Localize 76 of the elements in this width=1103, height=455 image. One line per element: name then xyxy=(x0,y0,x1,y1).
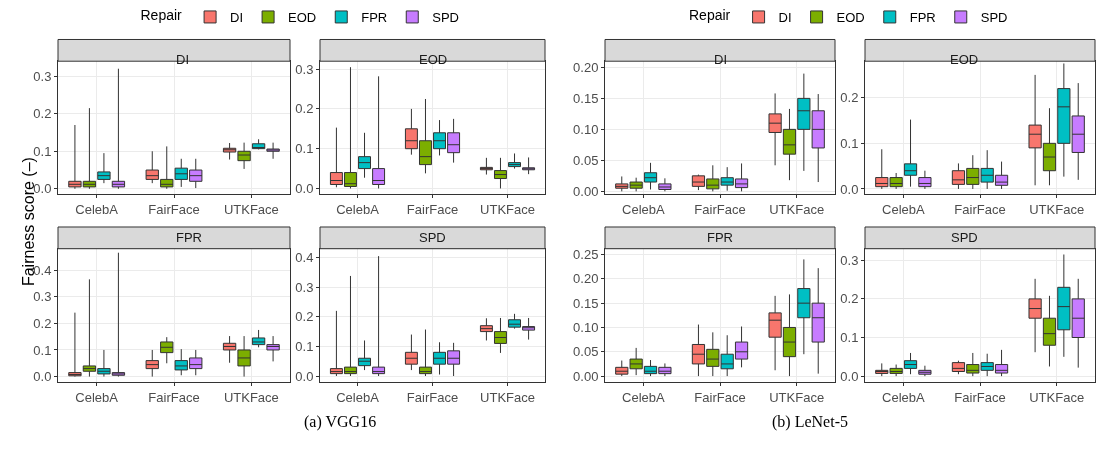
chart-title: FPR xyxy=(176,230,202,245)
x-tick-label: FairFace xyxy=(694,389,746,405)
y-tick-label: 0.0 xyxy=(840,368,859,384)
y-tick-label: 0.2 xyxy=(295,101,314,117)
x-tick-label: UTKFace xyxy=(223,202,279,218)
text: (b) LeNet-5 xyxy=(772,413,848,431)
y-tick-label: 0.10 xyxy=(573,121,599,137)
legend-label: EOD xyxy=(836,10,865,26)
x-tick-label: UTKFace xyxy=(223,389,279,405)
y-tick-label: 0.4 xyxy=(33,262,52,278)
y-tick-label: 0.3 xyxy=(33,289,52,305)
y-tick-label: 0.15 xyxy=(573,295,599,311)
y-tick-label: 0.1 xyxy=(33,342,52,358)
y-tick-label: 0.05 xyxy=(573,344,599,360)
x-tick-label: CelebA xyxy=(336,202,380,218)
x-tick-label: CelebA xyxy=(882,202,925,218)
y-tick-label: 0.1 xyxy=(295,338,314,354)
y-tick-label: 0.15 xyxy=(573,90,599,106)
x-tick-label: FairFace xyxy=(406,202,459,218)
x-tick-label: UTKFace xyxy=(769,389,825,405)
y-tick-label: 0.3 xyxy=(33,68,52,84)
y-tick-label: 0.3 xyxy=(295,279,314,295)
x-tick-label: FairFace xyxy=(954,389,1006,405)
y-tick-label: 0.3 xyxy=(840,252,859,268)
y-tick-label: 0.0 xyxy=(33,181,52,197)
legend-label: FPR xyxy=(361,10,388,26)
y-tick-label: 0.00 xyxy=(573,183,599,199)
x-tick-label: UTKFace xyxy=(769,202,825,218)
legend-title: Repair xyxy=(689,7,731,24)
x-tick-label: CelebA xyxy=(622,202,665,218)
y-tick-label: 0.1 xyxy=(33,143,52,159)
legend-label: DI xyxy=(778,10,792,26)
x-tick-label: FairFace xyxy=(406,389,459,405)
y-tick-label: 0.2 xyxy=(840,291,859,307)
x-tick-label: UTKFace xyxy=(1029,389,1085,405)
y-tick-label: 0.2 xyxy=(33,315,52,331)
legend-label: EOD xyxy=(288,10,317,26)
text: (a) VGG16 xyxy=(304,413,377,431)
chart-title: SPD xyxy=(419,230,446,245)
x-tick-label: FairFace xyxy=(148,389,200,405)
legend-label: SPD xyxy=(980,10,1008,26)
x-tick-label: FairFace xyxy=(148,202,200,218)
y-tick-label: 0.1 xyxy=(840,330,859,346)
y-tick-label: 0.20 xyxy=(573,271,599,287)
x-tick-label: CelebA xyxy=(336,389,380,405)
y-tick-label: 0.00 xyxy=(573,368,599,384)
y-tick-label: 0.0 xyxy=(840,181,859,197)
y-tick-label: 0.1 xyxy=(840,135,859,151)
y-tick-label: 0.0 xyxy=(295,368,314,384)
x-tick-label: CelebA xyxy=(75,202,119,218)
legend-label: DI xyxy=(230,10,244,26)
x-tick-label: UTKFace xyxy=(480,389,535,405)
y-tick-label: 0.2 xyxy=(840,90,859,106)
y-tick-label: 0.2 xyxy=(295,309,314,325)
chart-title: FPR xyxy=(707,230,733,245)
x-tick-label: CelebA xyxy=(75,389,119,405)
y-tick-label: 0.2 xyxy=(33,106,52,122)
y-tick-label: 0.20 xyxy=(573,59,599,75)
y-tick-label: 0.05 xyxy=(573,152,599,168)
y-tick-label: 0.0 xyxy=(33,369,52,385)
x-tick-label: UTKFace xyxy=(480,202,535,218)
legend-label: FPR xyxy=(909,10,936,26)
y-tick-label: 0.0 xyxy=(295,181,314,197)
x-tick-label: FairFace xyxy=(694,202,746,218)
x-tick-label: FairFace xyxy=(954,202,1006,218)
y-tick-label: 0.10 xyxy=(573,320,599,336)
x-tick-label: CelebA xyxy=(882,389,925,405)
y-tick-label: 0.3 xyxy=(295,61,314,77)
y-tick-label: 0.4 xyxy=(295,250,314,266)
x-tick-label: CelebA xyxy=(622,389,665,405)
x-tick-label: UTKFace xyxy=(1029,202,1085,218)
chart-title: SPD xyxy=(951,230,978,245)
y-tick-label: 0.25 xyxy=(573,247,599,263)
legend-label: SPD xyxy=(432,10,459,26)
legend-title: Repair xyxy=(140,7,183,24)
y-tick-label: 0.1 xyxy=(295,141,314,157)
